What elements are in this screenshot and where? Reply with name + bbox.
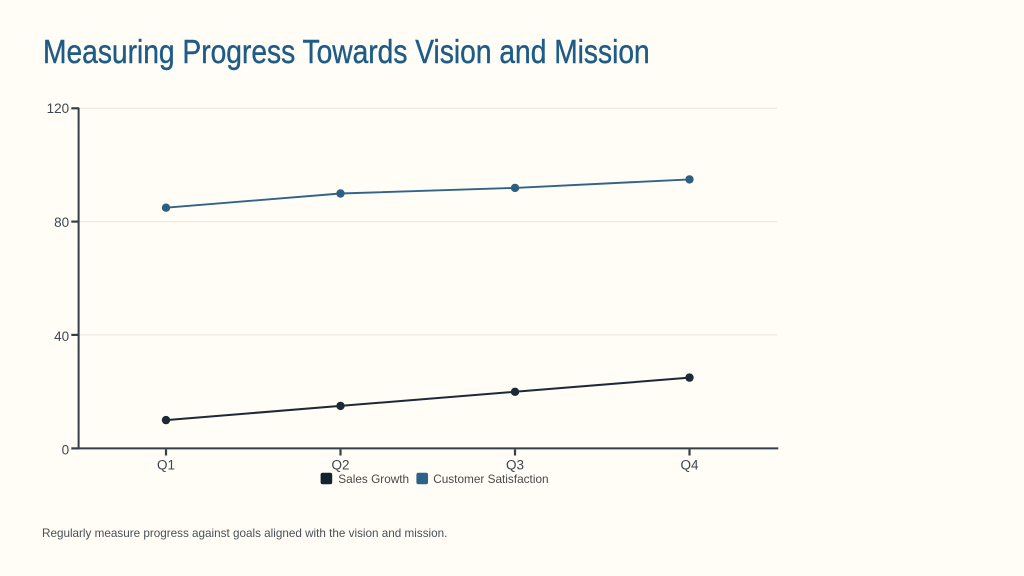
svg-text:Q3: Q3: [506, 457, 524, 472]
svg-text:Q4: Q4: [680, 457, 699, 472]
svg-text:Q1: Q1: [157, 457, 175, 472]
svg-text:Q2: Q2: [331, 457, 349, 472]
svg-text:0: 0: [62, 442, 70, 457]
svg-text:Customer Satisfaction: Customer Satisfaction: [433, 472, 548, 486]
svg-text:40: 40: [54, 329, 69, 344]
svg-text:80: 80: [54, 215, 69, 230]
svg-text:Sales Growth: Sales Growth: [338, 472, 409, 486]
svg-text:120: 120: [47, 101, 70, 116]
